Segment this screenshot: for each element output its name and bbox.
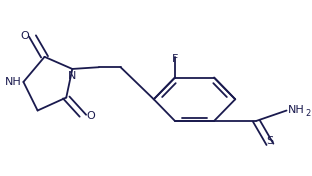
Text: O: O	[86, 111, 95, 121]
Text: F: F	[172, 54, 178, 64]
Text: O: O	[21, 31, 29, 41]
Text: N: N	[68, 71, 76, 81]
Text: NH: NH	[287, 105, 304, 115]
Text: S: S	[266, 136, 274, 146]
Text: 2: 2	[305, 109, 311, 118]
Text: NH: NH	[5, 77, 22, 87]
